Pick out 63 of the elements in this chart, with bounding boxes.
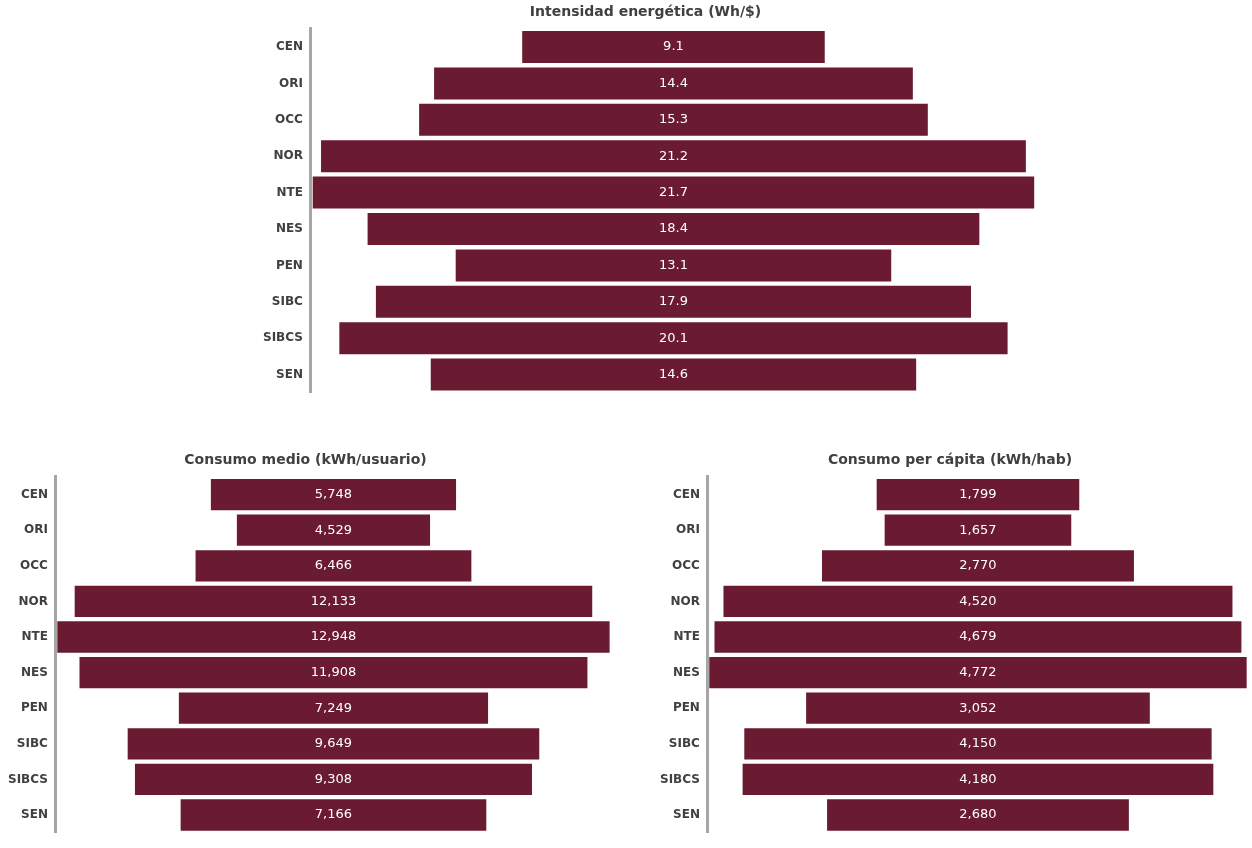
category-label: ORI <box>24 522 48 537</box>
data-label: 7,249 <box>314 699 353 715</box>
category-label: SEN <box>276 366 303 381</box>
category-label: SEN <box>21 807 48 822</box>
category-label: OCC <box>672 557 701 572</box>
data-label: 4,150 <box>959 735 997 751</box>
category-label: CEN <box>20 486 48 501</box>
category-label: SEN <box>673 807 700 822</box>
category-label: CEN <box>275 39 303 54</box>
text: Consumo per cápita (kWh/hab) <box>827 451 1073 468</box>
data-label: 21.2 <box>658 147 688 163</box>
category-label: NES <box>276 221 303 236</box>
text: Consumo medio (kWh/usuario) <box>184 451 427 468</box>
data-label: 20.1 <box>658 329 688 345</box>
category-label: NOR <box>18 593 48 608</box>
category-label: SIBC <box>16 735 49 750</box>
category-label: SIBC <box>668 735 701 750</box>
category-label: SIBCS <box>659 771 700 786</box>
data-label: 1,657 <box>959 521 997 537</box>
data-label: 15.3 <box>658 111 688 127</box>
data-label: 9,649 <box>314 735 353 751</box>
category-label: PEN <box>275 257 303 272</box>
data-label: 7,166 <box>314 806 353 822</box>
data-label: 11,908 <box>310 663 357 679</box>
data-label: 14.4 <box>658 74 688 90</box>
data-label: 18.4 <box>658 220 688 236</box>
data-label: 9.1 <box>663 38 684 54</box>
data-label: 2,770 <box>959 557 997 573</box>
category-label: PEN <box>20 700 48 715</box>
data-label: 4,529 <box>314 521 353 537</box>
data-label: 5,748 <box>314 485 353 501</box>
category-label: NOR <box>273 148 303 163</box>
category-label: PEN <box>672 700 700 715</box>
data-label: 12,133 <box>310 592 357 608</box>
category-label: SIBC <box>271 293 304 308</box>
text: Intensidad energética (Wh/$) <box>529 3 762 20</box>
category-label: OCC <box>275 111 304 126</box>
category-label: NES <box>673 664 700 679</box>
category-label: ORI <box>279 75 303 90</box>
data-label: 4,180 <box>959 770 997 786</box>
category-label: NES <box>21 664 48 679</box>
data-label: 12,948 <box>310 628 357 644</box>
data-label: 14.6 <box>658 365 688 381</box>
category-label: NTE <box>673 629 700 644</box>
data-label: 4,679 <box>959 628 997 644</box>
data-label: 3,052 <box>959 699 997 715</box>
data-label: 1,799 <box>959 485 997 501</box>
category-label: SIBCS <box>7 771 48 786</box>
category-label: SIBCS <box>262 330 303 345</box>
category-label: ORI <box>676 522 700 537</box>
data-label: 4,520 <box>959 592 997 608</box>
category-label: OCC <box>20 557 49 572</box>
data-label: 21.7 <box>658 183 688 199</box>
data-label: 9,308 <box>314 770 353 786</box>
data-label: 13.1 <box>658 256 688 272</box>
category-label: NTE <box>276 184 303 199</box>
category-label: NTE <box>21 629 48 644</box>
data-label: 6,466 <box>314 557 353 573</box>
data-label: 2,680 <box>959 806 997 822</box>
data-label: 4,772 <box>959 663 997 679</box>
category-label: CEN <box>672 486 700 501</box>
data-label: 17.9 <box>658 293 688 309</box>
category-label: NOR <box>670 593 700 608</box>
